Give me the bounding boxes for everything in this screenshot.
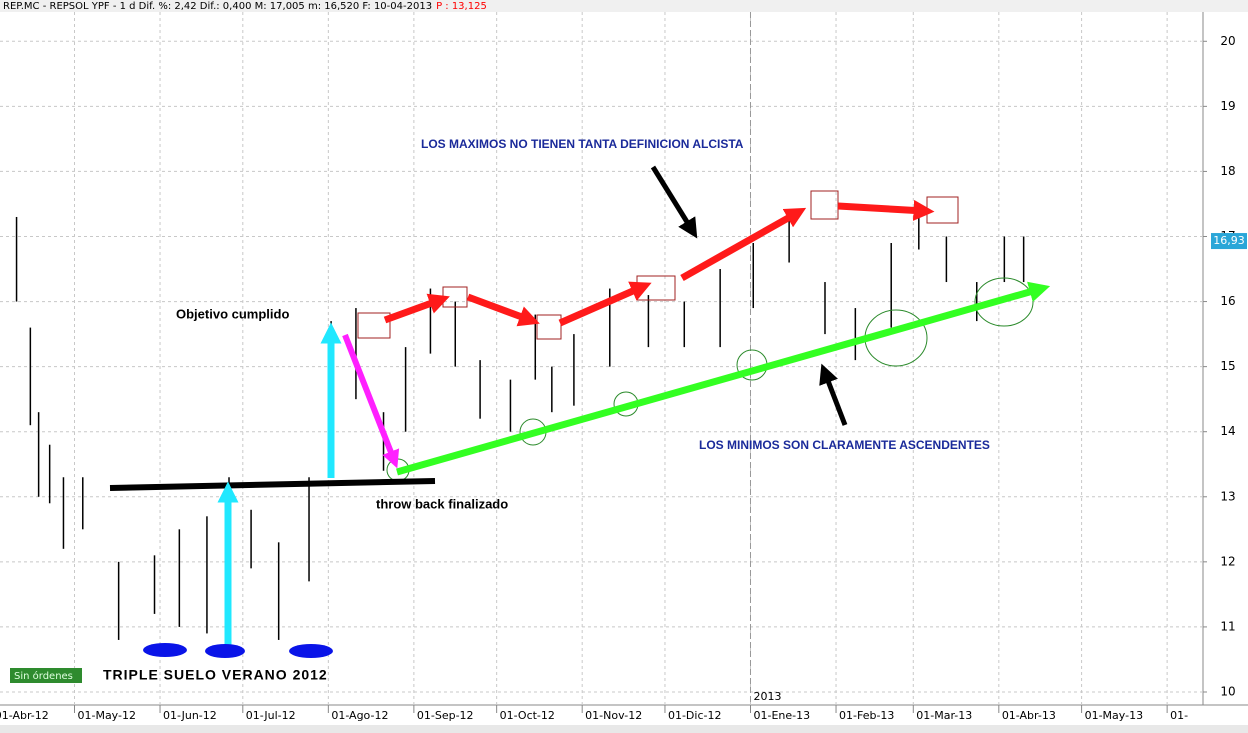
annotation: LOS MINIMOS SON CLARAMENTE ASCENDENTES — [699, 438, 990, 452]
red-arrow — [558, 281, 652, 327]
x-tick-label: 01- — [1170, 709, 1188, 722]
annotations: LOS MAXIMOS NO TIENEN TANTA DEFINICION A… — [10, 137, 1051, 683]
max-box — [536, 314, 562, 340]
y-tick-label: 12 — [1220, 554, 1235, 568]
x-tick-label: 01-Jun-12 — [163, 709, 217, 722]
last-price-label: 16,93 — [1213, 234, 1245, 247]
header-bar — [0, 0, 1248, 12]
x-tick-label: 01-Oct-12 — [500, 709, 555, 722]
red-arrow — [466, 293, 540, 327]
y-tick-label: 14 — [1220, 424, 1235, 438]
y-tick-label: 10 — [1220, 684, 1235, 698]
black-arrow — [650, 165, 698, 239]
header: REP.MC - REPSOL YPF - 1 d Dif. %: 2,42 D… — [3, 1, 487, 12]
y-tick-label: 19 — [1220, 99, 1235, 113]
orders-label: Sin órdenes — [14, 670, 73, 682]
neckline — [109, 478, 436, 491]
x-tick-label: 01-Feb-13 — [839, 709, 894, 722]
x-tick-label: 01-May-12 — [77, 709, 135, 722]
magenta-arrow — [342, 333, 400, 469]
red-arrow — [680, 207, 807, 282]
max-box — [636, 275, 676, 301]
header-price: P : 13,125 — [436, 1, 487, 12]
y-tick-label: 11 — [1220, 619, 1235, 633]
y-tick-label: 16 — [1220, 294, 1235, 308]
annotation: LOS MAXIMOS NO TIENEN TANTA DEFINICION A… — [421, 137, 744, 151]
x-tick-label: 01-Abr-13 — [1002, 709, 1056, 722]
x-tick-label: 01-Ene-13 — [753, 709, 810, 722]
y-tick-label: 13 — [1220, 489, 1235, 503]
x-tick-label: 01-Abr-12 — [0, 709, 49, 722]
support-line — [396, 281, 1051, 476]
bottom-marker — [205, 644, 245, 658]
orders-badge — [10, 668, 82, 683]
annotation: TRIPLE SUELO VERANO 2012 — [103, 667, 328, 683]
y-tick-label: 15 — [1220, 359, 1235, 373]
annotation: throw back finalizado — [376, 496, 508, 511]
red-arrow — [383, 293, 450, 324]
bottom-marker — [143, 643, 187, 657]
x-tick-label: 01-Sep-12 — [417, 709, 474, 722]
min-circle — [974, 277, 1034, 327]
year-label: 2013 — [753, 690, 781, 703]
scrollbar[interactable] — [0, 725, 1248, 733]
last-price-box — [1211, 233, 1247, 250]
max-box — [810, 190, 839, 220]
plot: 101112131415161718192001-Abr-1201-May-12… — [0, 12, 1247, 722]
bottom-marker — [289, 644, 333, 658]
x-tick-label: 01-Jul-12 — [246, 709, 296, 722]
x-tick-label: 01-May-13 — [1085, 709, 1143, 722]
x-tick-label: 01-Ago-12 — [331, 709, 388, 722]
x-tick-label: 01-Dic-12 — [668, 709, 722, 722]
header-text: REP.MC - REPSOL YPF - 1 d Dif. %: 2,42 D… — [3, 1, 432, 12]
black-arrow — [819, 363, 848, 426]
x-tick-label: 01-Nov-12 — [585, 709, 642, 722]
annotation: Objetivo cumplido — [176, 306, 289, 321]
red-arrow — [837, 199, 935, 221]
max-box — [926, 196, 959, 224]
y-tick-label: 18 — [1220, 164, 1235, 178]
max-box — [357, 312, 391, 339]
y-tick-label: 20 — [1220, 34, 1235, 48]
x-tick-label: 01-Mar-13 — [916, 709, 972, 722]
